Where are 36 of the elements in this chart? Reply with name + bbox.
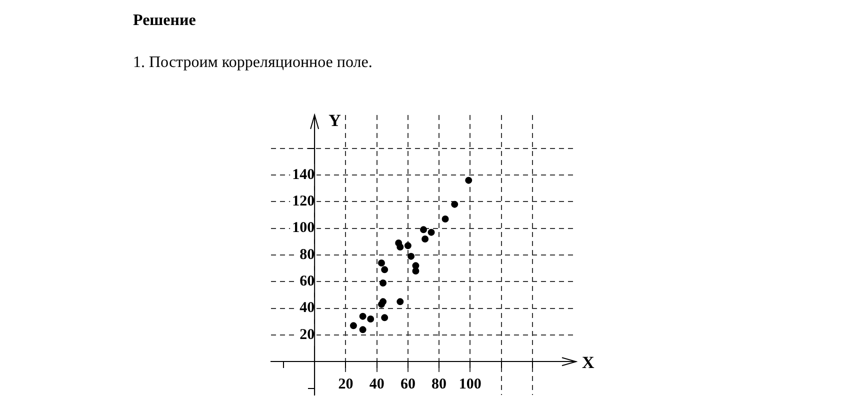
point <box>381 266 388 274</box>
point <box>408 252 415 260</box>
point <box>412 268 420 274</box>
point <box>378 260 385 266</box>
y-axis-title: Y <box>328 110 341 130</box>
point <box>396 298 404 306</box>
point <box>380 298 387 306</box>
x-tick-label: 60 <box>400 376 416 393</box>
point <box>465 176 472 184</box>
y-tick-label: 80 <box>300 246 315 263</box>
y-tick-label: 60 <box>300 274 315 290</box>
point <box>359 312 366 320</box>
x-tick-label: 100 <box>458 376 482 393</box>
chart-subtitle: 1. Построим корреляционное поле. <box>133 54 372 72</box>
y-tick-label: 20 <box>300 326 315 343</box>
point <box>442 216 449 222</box>
y-tick-label: 40 <box>300 300 315 316</box>
point <box>396 244 404 250</box>
point <box>380 280 387 286</box>
point <box>420 226 427 234</box>
y-tick-label: 140 <box>292 166 315 183</box>
point <box>404 242 412 250</box>
x-axis-title: X <box>582 353 595 372</box>
x-tick-label: 80 <box>432 376 447 393</box>
x-tick-label: 20 <box>338 376 354 393</box>
point <box>381 314 388 322</box>
point <box>367 316 374 322</box>
chart-title: Решение <box>133 12 196 30</box>
x-tick-label: 40 <box>369 376 384 393</box>
y-tick-label: 120 <box>292 194 315 210</box>
y-tick-label: 100 <box>292 220 315 236</box>
point <box>422 236 429 242</box>
point <box>359 326 366 334</box>
point <box>428 228 435 236</box>
point <box>350 322 357 330</box>
point <box>451 200 458 208</box>
